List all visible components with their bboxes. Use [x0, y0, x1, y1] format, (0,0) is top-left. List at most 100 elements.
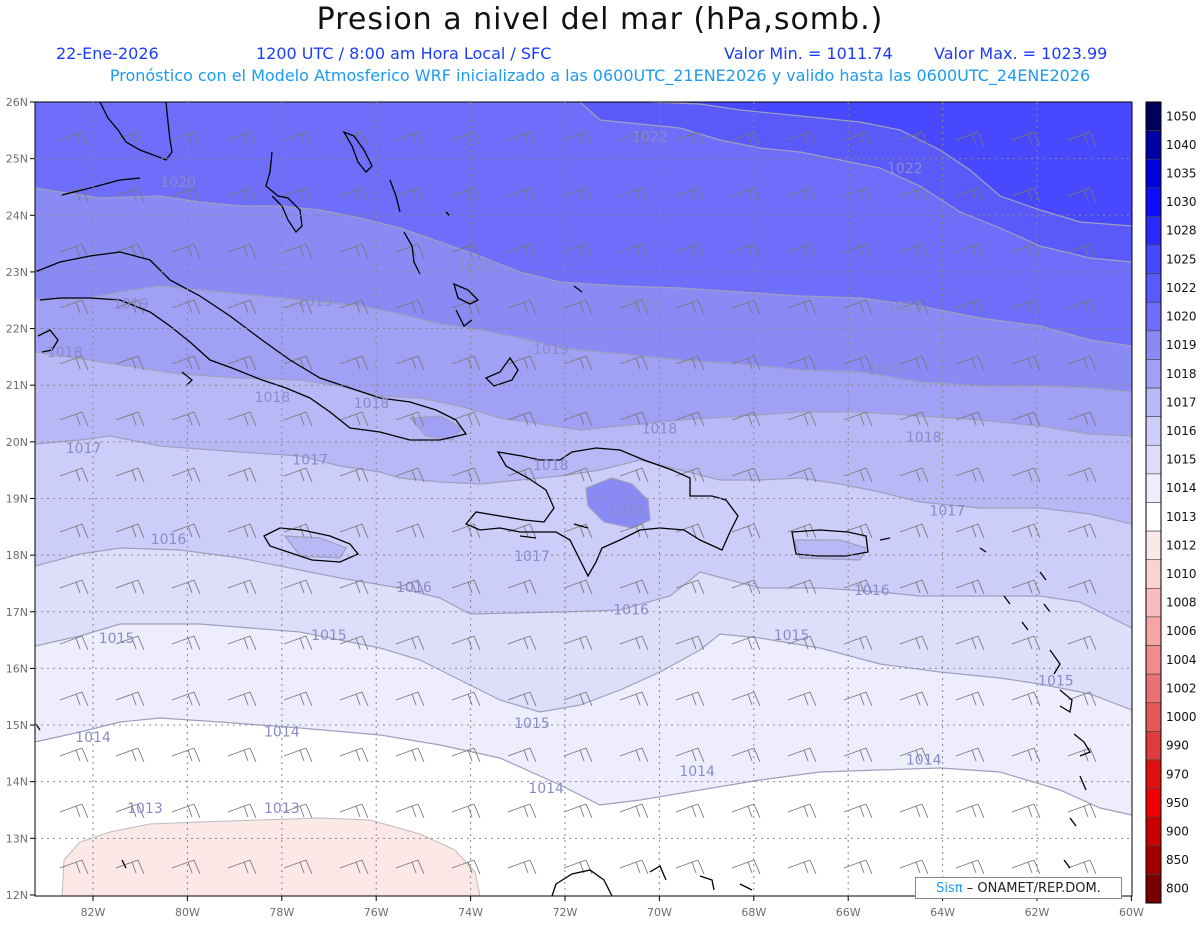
colorbar-label: 1016 [1166, 424, 1197, 438]
isobar-lines [35, 102, 1132, 816]
colorbar-swatch [1145, 845, 1162, 875]
colorbar-label: 990 [1166, 739, 1189, 753]
wind-barb [59, 635, 89, 651]
isobar-label: 1018 [47, 345, 83, 361]
isobar-label: 1019 [868, 362, 904, 378]
colorbar-label: 1008 [1166, 596, 1197, 610]
wind-barb [339, 747, 369, 763]
wind-barb [675, 243, 705, 259]
wind-barb [507, 691, 537, 707]
wind-barb [619, 467, 649, 483]
wind-barb [227, 635, 257, 651]
wind-barb [1011, 243, 1041, 259]
colorbar-label: 1018 [1166, 367, 1197, 381]
lat-tick-label: 18N [6, 549, 28, 562]
wind-barb [395, 131, 425, 147]
wind-barb [283, 859, 313, 875]
wind-barb [115, 523, 145, 539]
credit-box: Sisπ – ONAMET/REP.DOM. [915, 877, 1122, 899]
wind-barb [675, 747, 705, 763]
wind-barb [955, 859, 985, 875]
coast-lesser-antilles [979, 547, 987, 553]
wind-barb [787, 131, 817, 147]
wind-barb [843, 187, 873, 203]
wind-barb [899, 355, 929, 371]
wind-barb [787, 691, 817, 707]
colorbar-swatch [1145, 530, 1162, 561]
wind-barb [675, 187, 705, 203]
lat-tick-label: 26N [6, 96, 28, 109]
wind-barb [1067, 635, 1097, 651]
wind-barb [731, 355, 761, 371]
wind-barb [283, 467, 313, 483]
wind-barb [899, 299, 929, 315]
isobar-label: 1017 [292, 452, 328, 468]
wind-barb [59, 579, 89, 595]
wind-barb [787, 803, 817, 819]
wind-barb [1067, 355, 1097, 371]
credit-brand: Sisπ [936, 881, 963, 896]
wind-barb [1011, 859, 1041, 875]
lat-tick-label: 15N [6, 719, 28, 732]
lon-tick-label: 66W [836, 906, 861, 919]
isobar-label: 1018 [533, 458, 569, 474]
colorbar-label: 1012 [1166, 538, 1197, 552]
isobar-label: 1014 [528, 781, 564, 797]
wind-barb [787, 243, 817, 259]
wind-barb [115, 467, 145, 483]
wind-barb [843, 411, 873, 427]
wind-barb [115, 803, 145, 819]
lat-tick-label: 19N [6, 492, 28, 505]
colorbar-label: 1035 [1166, 167, 1197, 181]
wind-barb [451, 355, 481, 371]
wind-barb [563, 803, 593, 819]
wind-barb [899, 243, 929, 259]
lon-tick-label: 68W [741, 906, 766, 919]
wind-barb [619, 131, 649, 147]
wind-barb [339, 411, 369, 427]
isobar-label: 1018 [906, 430, 942, 446]
isobar-label: 1019 [297, 294, 333, 310]
wind-barb [955, 747, 985, 763]
band-1012-low [61, 817, 481, 896]
colorbar-label: 950 [1166, 796, 1189, 810]
colorbar-label: 1002 [1166, 681, 1197, 695]
wind-barb [787, 187, 817, 203]
wind-barb [731, 579, 761, 595]
isobar-label: 1018 [642, 421, 678, 437]
wind-barb [227, 243, 257, 259]
wind-barb [1067, 187, 1097, 203]
wind-barb [899, 131, 929, 147]
wind-barb [1067, 131, 1097, 147]
isobar-label: 1015 [311, 628, 347, 644]
colorbar-swatch [1145, 130, 1162, 160]
wind-barb [899, 635, 929, 651]
wind-barb [899, 467, 929, 483]
colorbar-swatch [1145, 301, 1162, 332]
wind-barb [395, 579, 425, 595]
wind-barb [843, 243, 873, 259]
wind-barb [115, 187, 145, 203]
colorbar-label: 800 [1166, 882, 1189, 896]
isobar-label: 1015 [1038, 673, 1074, 689]
isobar-labels: 1022 1022 1020 1020 1020 1020 1019 1019 1019 1019… [47, 130, 1074, 817]
wind-barb [787, 299, 817, 315]
wind-barb [395, 523, 425, 539]
wind-barb [563, 243, 593, 259]
colorbar-swatch [1145, 187, 1162, 217]
wind-barb [283, 803, 313, 819]
wind-barb [227, 131, 257, 147]
wind-barb [507, 635, 537, 651]
forecast-date: 22-Ene-2026 [56, 44, 159, 63]
wind-barb [955, 579, 985, 595]
wind-barb [1067, 299, 1097, 315]
wind-barb [563, 635, 593, 651]
wind-barb [59, 411, 89, 427]
wind-barb [731, 523, 761, 539]
colorbar-swatch [1145, 559, 1162, 589]
colorbar-label: 1030 [1166, 195, 1197, 209]
wind-barb [955, 243, 985, 259]
isobar-label: 1019 [533, 342, 569, 358]
lat-tick-label: 12N [6, 889, 28, 902]
wind-barb [843, 131, 873, 147]
